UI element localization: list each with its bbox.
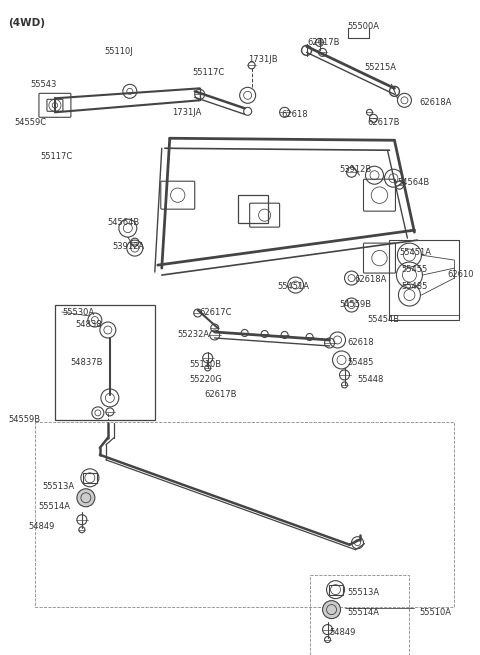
Text: 55220G: 55220G bbox=[190, 375, 223, 384]
Text: 55451A: 55451A bbox=[277, 282, 310, 291]
Bar bbox=[389, 240, 459, 320]
Text: 55485: 55485 bbox=[401, 282, 428, 291]
Text: 54564B: 54564B bbox=[108, 218, 140, 227]
Text: 54838: 54838 bbox=[75, 320, 102, 329]
Text: 54559C: 54559C bbox=[14, 119, 46, 127]
Bar bbox=[328, 585, 343, 595]
Text: 1731JB: 1731JB bbox=[248, 56, 277, 64]
Text: 55513A: 55513A bbox=[348, 588, 380, 597]
Text: 54837B: 54837B bbox=[70, 358, 102, 367]
Text: 62617C: 62617C bbox=[200, 308, 232, 317]
Text: 62618: 62618 bbox=[348, 338, 374, 347]
Text: 55514A: 55514A bbox=[38, 502, 70, 511]
Bar bbox=[310, 574, 409, 654]
Text: 1731JA: 1731JA bbox=[172, 108, 201, 117]
Text: 62617B: 62617B bbox=[308, 39, 340, 47]
Circle shape bbox=[323, 601, 340, 618]
Text: 62618: 62618 bbox=[282, 110, 308, 119]
Text: 55110J: 55110J bbox=[105, 47, 133, 56]
Text: 55448: 55448 bbox=[358, 375, 384, 384]
Text: 53912B: 53912B bbox=[339, 165, 372, 174]
Text: 62617B: 62617B bbox=[368, 119, 400, 127]
Text: (4WD): (4WD) bbox=[8, 18, 45, 28]
Text: 62618A: 62618A bbox=[420, 98, 452, 107]
Bar bbox=[238, 195, 268, 223]
Bar bbox=[35, 422, 455, 607]
Text: 55513A: 55513A bbox=[42, 482, 74, 491]
Text: 55110B: 55110B bbox=[190, 360, 222, 369]
Text: 55530A: 55530A bbox=[62, 308, 94, 317]
Text: 55117C: 55117C bbox=[40, 152, 72, 161]
Bar bbox=[55, 305, 155, 420]
Text: 54849: 54849 bbox=[28, 522, 54, 531]
Text: 55215A: 55215A bbox=[364, 64, 396, 72]
Text: 53912A: 53912A bbox=[113, 242, 145, 251]
Text: 62610: 62610 bbox=[447, 270, 474, 279]
Text: 55232A: 55232A bbox=[178, 330, 210, 339]
Text: 54849: 54849 bbox=[330, 627, 356, 637]
Text: 55455: 55455 bbox=[401, 265, 428, 274]
Text: 55500A: 55500A bbox=[348, 22, 380, 31]
Text: 54564B: 54564B bbox=[397, 178, 430, 187]
Text: 62617B: 62617B bbox=[204, 390, 237, 399]
Text: 55514A: 55514A bbox=[348, 608, 380, 616]
Text: 54559B: 54559B bbox=[339, 300, 372, 309]
Text: 55510A: 55510A bbox=[420, 608, 451, 616]
Bar bbox=[83, 473, 97, 483]
Circle shape bbox=[77, 489, 95, 507]
Text: 54559B: 54559B bbox=[8, 415, 40, 424]
Text: 62618A: 62618A bbox=[355, 275, 387, 284]
Text: 55543: 55543 bbox=[30, 81, 56, 89]
Text: 55485: 55485 bbox=[348, 358, 374, 367]
Text: 55454B: 55454B bbox=[368, 315, 400, 324]
Text: 55117C: 55117C bbox=[193, 68, 225, 77]
Text: 55451A: 55451A bbox=[399, 248, 432, 257]
